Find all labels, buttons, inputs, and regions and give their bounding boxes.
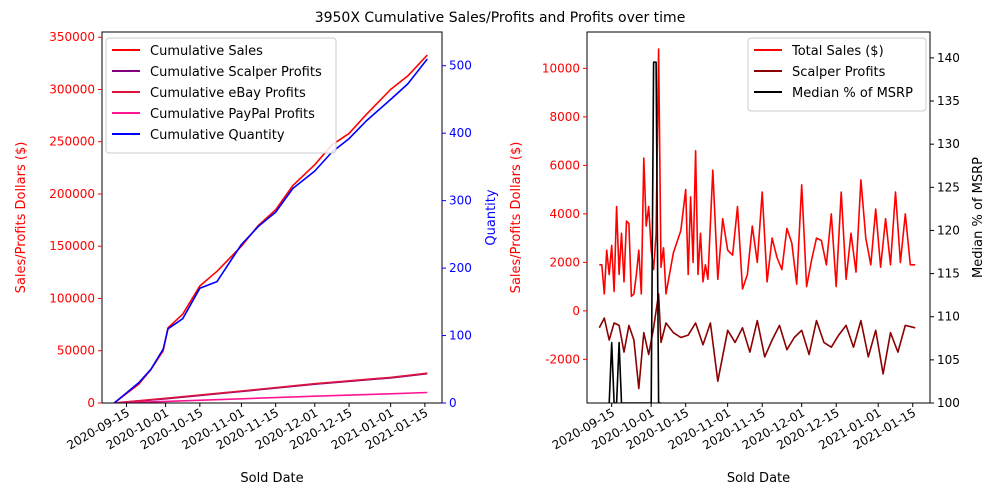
y-tick-label: -2000	[545, 352, 580, 366]
legend: Total Sales ($) Scalper Profits Median % o…	[747, 37, 927, 112]
y2-tick-label: 400	[449, 126, 472, 140]
y2-tick-label: 125	[937, 180, 960, 194]
y-tick-label: 4000	[549, 207, 580, 221]
y-axis-label: Sales/Profits Dollars ($)	[14, 142, 29, 294]
legend-label: Scalper Profits	[792, 65, 886, 80]
y2-tick-label: 100	[449, 329, 472, 343]
y2-tick-label: 100	[937, 396, 960, 410]
y2-tick-label: 500	[449, 59, 472, 73]
series-line-2	[608, 61, 661, 403]
y2-tick-label: 0	[449, 396, 457, 410]
y-tick-label: 8000	[549, 110, 580, 124]
y-tick-label: 2000	[549, 255, 580, 269]
series-line-2	[114, 372, 428, 403]
legend-label: Cumulative Scalper Profits	[150, 65, 322, 80]
y2-tick-label: 130	[937, 137, 960, 151]
y-tick-label: 350000	[49, 30, 95, 44]
legend-label: Total Sales ($)	[791, 44, 884, 59]
y-tick-label: 50000	[57, 344, 95, 358]
plot-area	[598, 48, 916, 403]
chart-cumulative-sales: 0 50000 100000 150000 200000 250000 300000 3500…	[14, 30, 499, 486]
y-tick-label: 250000	[49, 135, 95, 149]
chart-daily-sales-profits: -2000 0 2000 4000 6000 8000 10000 100 105 110 115 1…	[509, 31, 986, 486]
y2-axis-label: Median % of MSRP	[971, 157, 986, 278]
legend-label: Cumulative Quantity	[150, 128, 285, 143]
y-tick-label: 150000	[49, 239, 95, 253]
figure-title: 3950X Cumulative Sales/Profits and Profi…	[315, 10, 686, 26]
legend-label: Cumulative Sales	[150, 44, 263, 59]
y-tick-label: 100000	[49, 291, 95, 305]
y-axis-label: Sales/Profits Dollars ($)	[509, 142, 524, 294]
y-tick-label: 200000	[49, 187, 95, 201]
legend-label: Cumulative PayPal Profits	[150, 107, 315, 122]
plot-frame	[101, 31, 443, 404]
legend: Cumulative Sales Cumulative Scalper Profi…	[105, 37, 337, 154]
y-tick-label: 0	[87, 396, 95, 410]
series-line-1	[598, 293, 916, 390]
y2-tick-label: 120	[937, 223, 960, 237]
legend-label: Cumulative eBay Profits	[150, 86, 306, 101]
y-tick-label: 300000	[49, 82, 95, 96]
y2-axis-label: Quantity	[484, 189, 499, 245]
y2-tick-label: 300	[449, 194, 472, 208]
y2-tick-label: 115	[937, 267, 960, 281]
y2-tick-label: 200	[449, 261, 472, 275]
y2-tick-label: 140	[937, 51, 960, 65]
plot-frame	[586, 31, 931, 404]
series-line-4	[113, 58, 428, 403]
x-axis-label: Sold Date	[240, 471, 303, 486]
legend-label: Median % of MSRP	[792, 86, 913, 101]
y2-tick-label: 135	[937, 94, 960, 108]
legend-box	[105, 37, 337, 154]
y2-tick-label: 110	[937, 310, 960, 324]
legend-box	[747, 37, 927, 112]
x-axis-label: Sold Date	[727, 471, 790, 486]
y-tick-label: 0	[572, 304, 580, 318]
plot-area	[113, 54, 428, 403]
series-line-3	[114, 391, 428, 403]
series-line-0	[599, 48, 916, 298]
y-tick-label: 6000	[549, 158, 580, 172]
y-tick-label: 10000	[542, 61, 580, 75]
y2-tick-label: 105	[937, 353, 960, 367]
